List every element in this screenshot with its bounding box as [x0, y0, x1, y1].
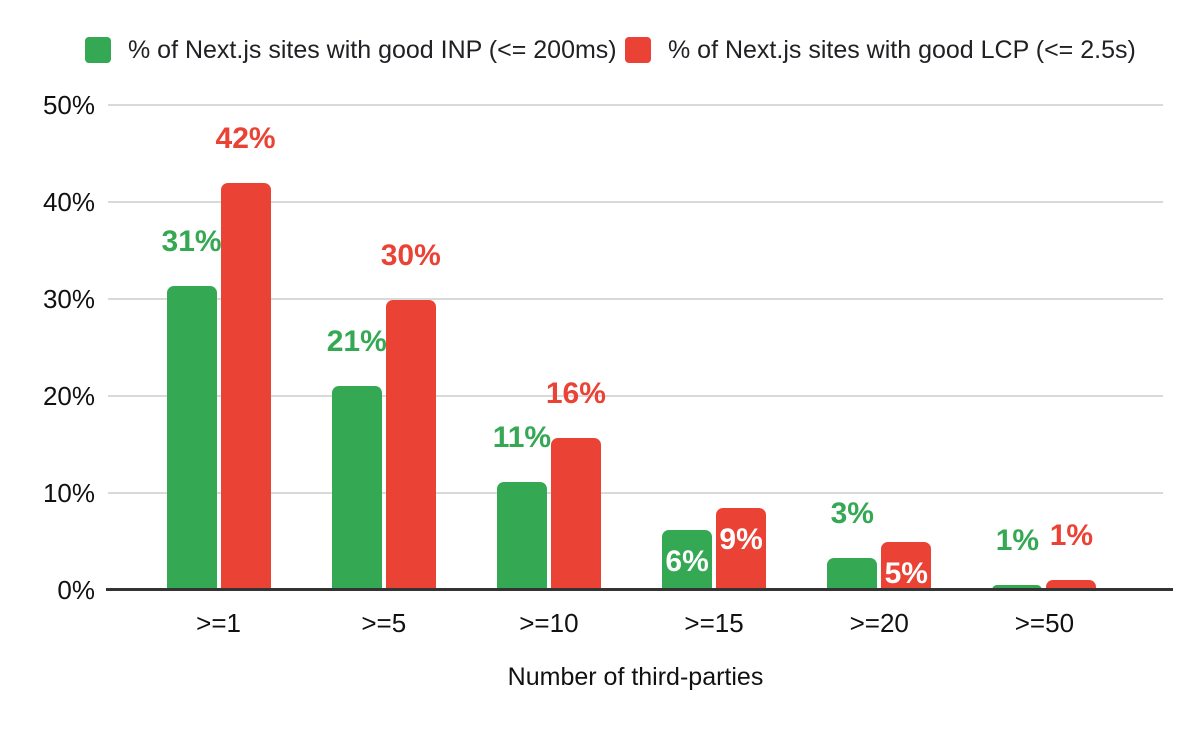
- bar-group-5: 21% 30%: [327, 105, 441, 590]
- legend-label-lcp: % of Next.js sites with good LCP (<= 2.5…: [668, 35, 1136, 64]
- inp-bar-15: [662, 529, 713, 590]
- data-label: 1%: [1049, 519, 1094, 553]
- bar-group-20: 3% 5%: [827, 105, 932, 590]
- bar-group-10: 11% 16%: [493, 105, 606, 590]
- data-label: 21%: [326, 325, 387, 359]
- gridline: [108, 201, 1163, 203]
- y-axis-tick-label: 10%: [42, 478, 95, 508]
- lcp-bar-1: [220, 182, 271, 590]
- data-label: 42%: [215, 121, 276, 155]
- lcp-bar-5: [385, 299, 436, 590]
- inp-bar-50: [992, 585, 1043, 590]
- inp-bar-20: [827, 558, 878, 590]
- legend-swatch-green-icon: [85, 37, 111, 63]
- x-axis-tick-label: >=20: [849, 608, 909, 638]
- x-axis-line: [106, 588, 1173, 591]
- y-axis-tick-label: 20%: [42, 381, 95, 411]
- y-axis-tick-label: 50%: [42, 90, 95, 120]
- legend-swatch-red-icon: [625, 37, 651, 63]
- data-label: 31%: [161, 225, 222, 259]
- data-label: 5%: [884, 556, 928, 590]
- legend-item-lcp: % of Next.js sites with good LCP (<= 2.5…: [625, 33, 1136, 67]
- x-axis-tick-label: >=10: [519, 608, 579, 638]
- x-axis-tick-label: >=50: [1014, 608, 1075, 638]
- data-label: 6%: [665, 544, 709, 578]
- bar-group-15: 6% 9%: [662, 105, 767, 590]
- gridline: [108, 104, 1163, 106]
- y-axis-tick-label: 40%: [42, 187, 95, 217]
- y-axis-tick-label: 30%: [42, 284, 95, 314]
- x-axis-tick-label: >=15: [684, 608, 744, 638]
- inp-bar-10: [496, 482, 547, 590]
- legend-label-inp: % of Next.js sites with good INP (<= 200…: [128, 35, 617, 64]
- lcp-bar-15: [716, 507, 767, 590]
- inp-bar-1: [166, 286, 217, 590]
- x-axis-tick-label: >=5: [361, 608, 407, 638]
- x-axis-title: Number of third-parties: [507, 663, 764, 691]
- bar-group-1: 31% 42%: [162, 105, 276, 590]
- data-label: 16%: [545, 376, 606, 410]
- data-label: 30%: [380, 238, 441, 272]
- bar-group-50: 1% 1%: [992, 105, 1097, 590]
- data-label: 11%: [492, 421, 552, 455]
- data-label: 1%: [995, 524, 1040, 558]
- data-label: 9%: [719, 522, 763, 556]
- lcp-bar-50: [1046, 580, 1097, 590]
- x-axis-tick-label: >=1: [196, 608, 241, 638]
- gridline: [108, 395, 1163, 397]
- gridline: [108, 492, 1163, 494]
- inp-bar-5: [331, 386, 382, 590]
- lcp-bar-10: [550, 437, 601, 590]
- lcp-bar-20: [881, 541, 932, 590]
- gridline: [108, 298, 1163, 300]
- data-label: 3%: [830, 497, 874, 530]
- legend-item-inp: % of Next.js sites with good INP (<= 200…: [85, 33, 617, 67]
- plot-area: 31% 42% 21% 30% 11% 16% 6% 9% 3% 5% 1% 1%: [106, 104, 1173, 591]
- y-axis-tick-label: 0%: [57, 575, 95, 605]
